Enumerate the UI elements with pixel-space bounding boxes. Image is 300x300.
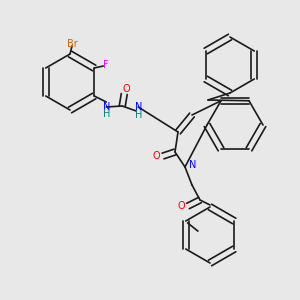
Text: O: O (122, 84, 130, 94)
Text: Br: Br (67, 39, 77, 49)
Text: O: O (177, 201, 185, 211)
Text: H: H (103, 109, 110, 119)
Text: N: N (103, 102, 110, 112)
Text: N: N (189, 160, 197, 170)
Text: F: F (103, 60, 109, 70)
Text: N: N (135, 102, 142, 112)
Text: O: O (152, 151, 160, 161)
Text: H: H (135, 110, 142, 120)
